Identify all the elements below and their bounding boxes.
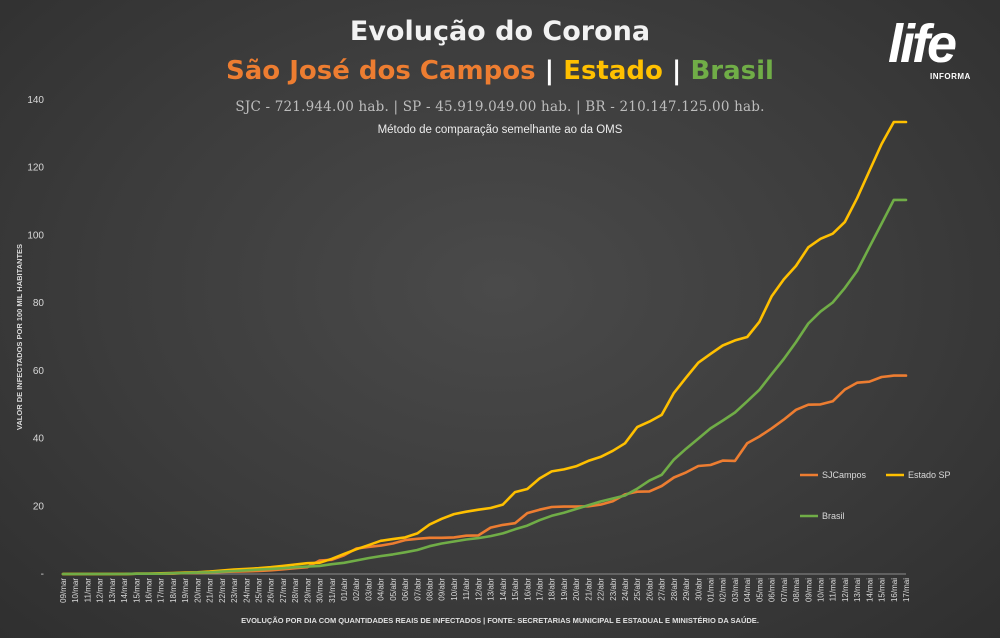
method-note: Método de comparação semelhante ao da OM… xyxy=(377,124,623,136)
legend-label: Brasil xyxy=(822,511,845,521)
x-tick-label: 23/mar xyxy=(230,578,239,603)
x-tick-label: 28/abr xyxy=(670,578,679,601)
x-tick-label: 22/mar xyxy=(218,578,227,603)
x-tick-label: 03/mai xyxy=(731,578,740,602)
x-tick-label: 10/mar xyxy=(71,578,80,603)
x-tick-label: 31/mar xyxy=(328,578,337,603)
y-tick-label: 40 xyxy=(33,434,45,445)
x-tick-label: 10/mai xyxy=(816,578,825,602)
x-tick-label: 08/mai xyxy=(792,578,801,602)
x-tick-label: 21/abr xyxy=(584,578,593,601)
x-tick-label: 27/mar xyxy=(279,578,288,603)
legend-label: Estado SP xyxy=(908,470,951,480)
life-informa-logo: life INFORMA xyxy=(884,14,971,88)
subtitle-estado: Estado xyxy=(563,56,663,86)
series-line xyxy=(61,374,908,576)
x-tick-label: 16/mai xyxy=(890,578,899,602)
x-tick-label: 25/abr xyxy=(633,578,642,601)
population-line: SJC - 721.944.00 hab. | SP - 45.919.049.… xyxy=(235,99,765,115)
logo-subtitle: INFORMA xyxy=(930,72,971,81)
x-tick-label: 15/mar xyxy=(132,578,141,603)
x-tick-label: 16/mar xyxy=(145,578,154,603)
series-line xyxy=(61,198,908,576)
x-tick-label: 17/mar xyxy=(157,578,166,603)
y-tick-label: 60 xyxy=(33,366,45,377)
x-tick-label: 11/mar xyxy=(83,578,92,603)
y-tick-label: 80 xyxy=(33,298,45,309)
x-tick-label: 05/mai xyxy=(755,578,764,602)
x-tick-label: 15/mai xyxy=(878,578,887,602)
x-tick-label: 12/abr xyxy=(474,578,483,601)
x-tick-label: 14/abr xyxy=(499,578,508,601)
x-tick-label: 20/mar xyxy=(193,578,202,603)
x-tick-label: 20/abr xyxy=(572,578,581,601)
y-tick-label: 140 xyxy=(27,95,44,106)
x-tick-label: 18/mar xyxy=(169,578,178,603)
x-tick-label: 28/mar xyxy=(291,578,300,603)
x-tick-label: 06/abr xyxy=(401,578,410,601)
subtitle-sjc: São José dos Campos xyxy=(226,56,536,86)
x-tick-label: 13/mar xyxy=(108,578,117,603)
x-tick-label: 11/abr xyxy=(462,578,471,600)
x-tick-label: 03/abr xyxy=(364,578,373,601)
x-tick-label: 09/abr xyxy=(438,578,447,601)
y-tick-label: 100 xyxy=(27,230,44,241)
x-tick-label: 30/abr xyxy=(694,578,703,601)
x-tick-label: 21/mar xyxy=(206,578,215,603)
x-tick-label: 04/abr xyxy=(377,578,386,601)
y-axis-label: VALOR DE INFECTADOS POR 100 MIL HABITANT… xyxy=(15,244,24,430)
x-tick-label: 09/mar xyxy=(59,578,68,603)
x-tick-label: 13/mai xyxy=(853,578,862,602)
x-tick-label: 14/mai xyxy=(865,578,874,602)
x-tick-label: 29/abr xyxy=(682,578,691,601)
x-tick-label: 07/abr xyxy=(413,578,422,601)
x-tick-label: 27/abr xyxy=(658,578,667,601)
y-tick-label: - xyxy=(41,569,44,580)
x-tick-label: 18/abr xyxy=(548,578,557,601)
x-tick-label: 24/abr xyxy=(621,578,630,601)
x-tick-label: 14/mar xyxy=(120,578,129,603)
y-tick-label: 20 xyxy=(33,501,45,512)
x-tick-label: 19/abr xyxy=(560,578,569,601)
x-tick-label: 05/abr xyxy=(389,578,398,601)
y-tick-label: 120 xyxy=(27,163,44,174)
x-tick-label: 24/mar xyxy=(242,578,251,603)
x-tick-label: 23/abr xyxy=(609,578,618,601)
x-tick-label: 02/mai xyxy=(719,578,728,602)
x-tick-label: 09/mai xyxy=(804,578,813,602)
x-tick-label: 12/mai xyxy=(841,578,850,602)
x-tick-label: 16/abr xyxy=(523,578,532,601)
logo-wordmark: life xyxy=(888,14,957,74)
x-tick-label: 08/abr xyxy=(426,578,435,601)
x-tick-label: 06/mai xyxy=(768,578,777,602)
x-tick-label: 17/mai xyxy=(902,578,911,602)
x-tick-label: 30/mar xyxy=(316,578,325,603)
x-tick-label: 04/mai xyxy=(743,578,752,602)
x-tick-label: 26/abr xyxy=(645,578,654,601)
chart-subtitle: São José dos Campos | Estado | Brasil xyxy=(0,56,1000,86)
x-tick-label: 29/mar xyxy=(303,578,312,603)
x-tick-label: 07/mai xyxy=(780,578,789,602)
x-tick-label: 01/abr xyxy=(340,578,349,601)
x-tick-label: 15/abr xyxy=(511,578,520,601)
chart-title: Evolução do Corona xyxy=(349,16,651,47)
x-tick-label: 26/mar xyxy=(267,578,276,603)
x-tick-label: 22/abr xyxy=(597,578,606,601)
subtitle-brasil: Brasil xyxy=(690,56,774,86)
x-tick-label: 12/mar xyxy=(96,578,105,603)
legend-label: SJCampos xyxy=(822,470,867,480)
x-tick-label: 17/abr xyxy=(535,578,544,601)
x-tick-label: 11/mai xyxy=(829,578,838,602)
x-tick-label: 19/mar xyxy=(181,578,190,603)
series-line xyxy=(61,120,908,576)
x-tick-label: 02/abr xyxy=(352,578,361,601)
chart-footer: EVOLUÇÃO POR DIA COM QUANTIDADES REAIS D… xyxy=(241,616,759,625)
x-tick-label: 10/abr xyxy=(450,578,459,601)
x-tick-label: 13/abr xyxy=(487,578,496,601)
x-tick-label: 25/mar xyxy=(254,578,263,603)
x-tick-label: 01/mai xyxy=(707,578,716,602)
subtitle-separator: | xyxy=(662,56,691,86)
subtitle-separator: | xyxy=(535,56,564,86)
